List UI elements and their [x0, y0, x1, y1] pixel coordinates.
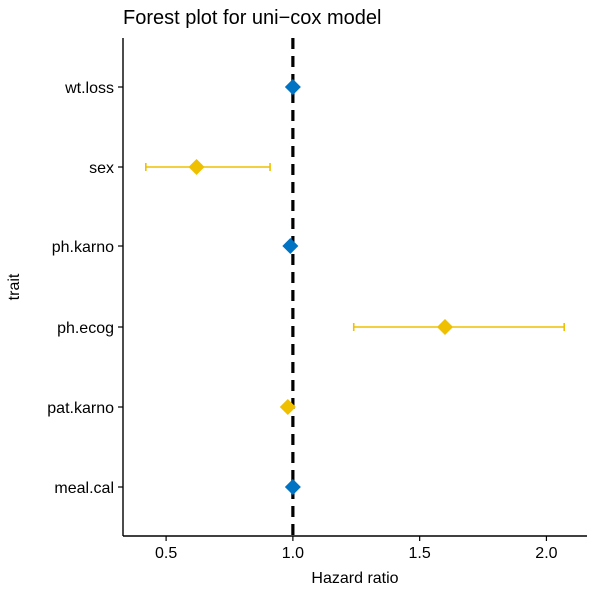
x-axis-title: Hazard ratio — [311, 570, 398, 587]
x-tick-label-0.5: 0.5 — [155, 545, 177, 562]
y-tick-label-meal.cal: meal.cal — [54, 480, 114, 497]
error-bar-sex — [145, 163, 271, 171]
point-meal.cal — [284, 479, 301, 495]
y-tick-label-ph.karno: ph.karno — [52, 239, 114, 256]
x-tick-label-1.5: 1.5 — [409, 545, 431, 562]
y-tick-label-ph.ecog: ph.ecog — [57, 320, 114, 337]
y-tick-label-wt.loss: wt.loss — [64, 80, 114, 97]
point-sex — [188, 159, 205, 175]
y-tick-label-sex: sex — [89, 160, 114, 177]
point-wt.loss — [284, 79, 301, 95]
point-ph.ecog — [437, 319, 454, 335]
y-axis-ticks: wt.loss sex ph.karno ph.ecog pat.karno meal.c… — [47, 80, 123, 497]
plot-area — [145, 38, 565, 536]
y-tick-label-pat.karno: pat.karno — [47, 400, 114, 417]
chart-title: Forest plot for uni−cox model — [123, 7, 381, 29]
y-axis-title: trait — [6, 273, 23, 300]
point-pat.karno — [279, 399, 296, 415]
error-bar-ph.ecog — [352, 323, 565, 331]
x-tick-label-1.0: 1.0 — [282, 545, 304, 562]
x-tick-label-2.0: 2.0 — [535, 545, 557, 562]
x-axis-ticks: 0.5 1.0 1.5 2.0 — [155, 536, 558, 562]
point-ph.karno — [282, 238, 299, 254]
